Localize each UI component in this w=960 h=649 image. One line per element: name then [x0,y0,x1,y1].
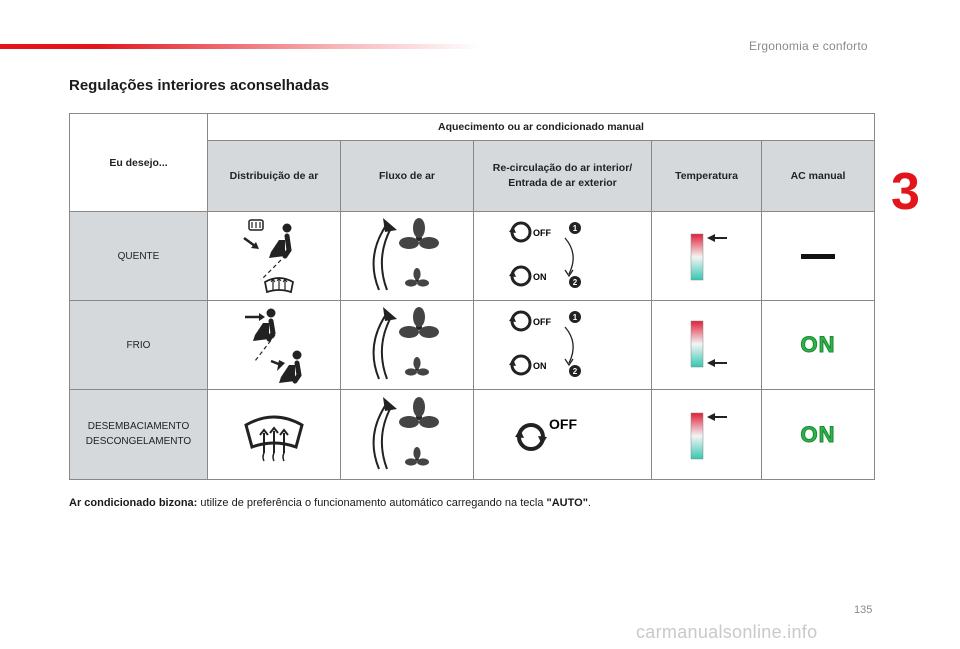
step-1-label: 1 [572,313,577,322]
row-label-cold: FRIO [69,300,208,390]
top-accent-bar [0,44,480,49]
step-2-label: 2 [572,367,577,376]
recirc-on-label: ON [533,361,547,371]
chapter-number: 3 [891,163,920,221]
temperature-high-icon [690,412,727,459]
group-header: Aquecimento ou ar condicionado manual [207,113,875,141]
temperature-cell [651,389,762,480]
distribution-windscreen-feet-icon [243,219,295,294]
table-row: FRIO [69,300,875,390]
table-row: DESEMBACIAMENTO DESCONGELAMENTO [69,389,875,480]
row-label-demist-line2: DESCONGELAMENTO [85,435,192,447]
section-title: Ergonomia e conforto [749,39,868,53]
distribution-cell [207,389,341,480]
fan-speed-high-icon [372,396,439,469]
corner-label: Eu desejo... [69,113,208,212]
ac-cell: ON [761,300,875,390]
recirculation-cell: OFF 1 ON 2 [473,211,652,301]
temperature-cell [651,211,762,301]
temperature-cell [651,300,762,390]
fan-speed-high-icon [372,307,439,380]
distribution-cell [207,300,341,390]
col-header-ac: AC manual [761,140,875,212]
footnote-bold: Ar condicionado bizona: [69,497,198,509]
ac-off-dash [801,254,835,259]
flow-cell [340,389,474,480]
recirc-off-label: OFF [549,416,577,432]
col-header-recirculation: Re-circulação do ar interior/ Entrada de… [473,140,652,212]
footnote: Ar condicionado bizona: utilize de prefe… [69,497,591,509]
ac-on-label: ON [800,421,836,447]
row-label-demist: DESEMBACIAMENTO DESCONGELAMENTO [69,389,208,480]
ac-cell [761,211,875,301]
ac-cell: ON [761,389,875,480]
recirculation-off-on-icon: OFF 1 ON 2 [508,221,581,288]
flow-cell [340,300,474,390]
step-1-label: 1 [572,224,577,233]
footnote-end: . [587,497,591,509]
recirc-off-label: OFF [533,228,551,238]
recirculation-off-icon: OFF [514,416,577,451]
page-title: Regulações interiores aconselhadas [69,77,330,94]
row-label-hot: QUENTE [69,211,208,301]
fan-speed-high-icon [372,218,439,291]
flow-cell [340,211,474,301]
recirc-off-label: OFF [533,317,551,327]
recirculation-off-on-icon: OFF 1 ON 2 [508,310,581,377]
footnote-text: utilize de preferência o funcionamento a… [197,497,547,509]
recirculation-cell: OFF 1 ON 2 [473,300,652,390]
settings-table: Eu desejo... Aquecimento ou ar condicion… [69,113,875,480]
temperature-high-icon [690,233,727,281]
distribution-cell [207,211,341,301]
windscreen-demist-icon [244,415,304,461]
temperature-low-icon [690,320,727,368]
watermark: carmanualsonline.info [636,622,818,642]
col-header-temperature: Temperatura [651,140,762,212]
recirculation-cell: OFF [473,389,652,480]
recirc-header-text: Re-circulação do ar interior/ Entrada de… [492,161,633,189]
row-label-demist-line1: DESEMBACIAMENTO [87,421,190,432]
step-2-label: 2 [572,278,577,287]
col-header-flow: Fluxo de ar [340,140,474,212]
col-header-distribution: Distribuição de ar [207,140,341,212]
page-number: 135 [854,604,873,616]
table-row: QUENTE [69,211,875,301]
footnote-key: "AUTO" [546,497,588,509]
recirc-on-label: ON [533,272,547,282]
distribution-face-feet-icon [245,308,302,384]
ac-on-label: ON [800,332,836,358]
